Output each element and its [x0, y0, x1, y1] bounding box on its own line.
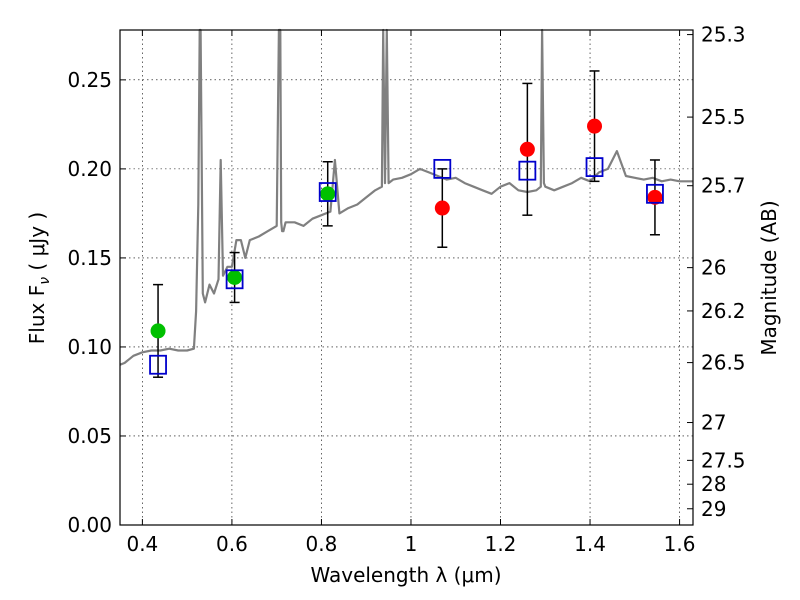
- data-point: [647, 189, 663, 205]
- y2-tick-label: 27: [701, 411, 726, 435]
- y2-tick-label: 26.5: [701, 351, 746, 375]
- x-tick-label: 1.4: [574, 532, 606, 556]
- spectrum-line: [119, 28, 693, 366]
- plot-frame: [119, 29, 694, 526]
- y-tick-label: 0.10: [67, 335, 112, 359]
- data-point: [434, 200, 450, 216]
- data-point: [227, 270, 243, 285]
- y-axis-label-subscript: ν: [37, 277, 53, 285]
- x-tick-label: 0.6: [216, 532, 248, 556]
- data-point: [320, 186, 336, 202]
- y-tick-label: 0.15: [67, 246, 112, 270]
- y-tick-label: 0.20: [67, 157, 112, 181]
- x-tick-labels: 0.4 0.6 0.8 1 1.2 1.4 1.6: [126, 532, 695, 556]
- model-square: [149, 354, 167, 375]
- model-square: [318, 182, 337, 202]
- model-square: [518, 160, 537, 181]
- y-axis-label-unit: ( μJy ): [25, 212, 49, 277]
- x-axis-label: Wavelength λ (μm): [310, 563, 501, 587]
- data-point: [519, 141, 535, 157]
- model-square: [646, 183, 664, 204]
- data-point: [150, 323, 166, 339]
- y-tick-label: 0.00: [67, 513, 112, 537]
- y2-tick-label: 29: [701, 497, 726, 521]
- y2-tick-label: 25.5: [701, 105, 746, 129]
- x-tick-label: 0.8: [306, 532, 338, 556]
- y-tick-label: 0.05: [67, 424, 112, 448]
- model-square: [585, 157, 604, 178]
- model-square: [433, 158, 452, 179]
- x-tick-label: 1: [405, 532, 418, 556]
- x-tick-label: 0.4: [126, 532, 158, 556]
- y-axis-label-main: Flux F: [25, 285, 49, 344]
- y-tick-labels: 0.00 0.05 0.10 0.15 0.20 0.25: [67, 68, 112, 537]
- data-point: [587, 118, 603, 134]
- y2-axis-label: Magnitude (AB): [757, 200, 781, 355]
- ticks: [120, 30, 693, 526]
- y2-tick-label: 25.3: [701, 23, 746, 47]
- grid-lines: [120, 30, 693, 526]
- y2-tick-label: 26: [701, 256, 726, 280]
- error-bars: [153, 70, 660, 378]
- y-axis-label: Flux Fν ( μJy ): [25, 212, 53, 344]
- data-markers: [149, 118, 664, 375]
- y-tick-label: 0.25: [67, 68, 112, 92]
- y2-tick-label: 27.5: [701, 448, 746, 472]
- x-tick-label: 1.2: [485, 532, 517, 556]
- y2-tick-label: 26.2: [701, 299, 746, 323]
- model-square: [225, 269, 244, 290]
- y2-tick-label: 25.7: [701, 174, 746, 198]
- spectrum-layer: [119, 28, 693, 366]
- x-tick-label: 1.6: [664, 532, 696, 556]
- y2-tick-label: 28: [701, 472, 726, 496]
